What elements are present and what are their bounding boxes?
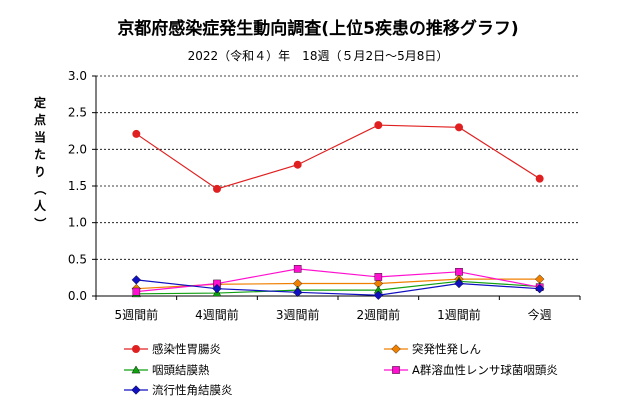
legend-marker	[131, 385, 141, 395]
y-axis-label-char: た	[34, 148, 46, 162]
series-5	[131, 275, 545, 300]
data-point	[293, 265, 302, 273]
legend-marker	[391, 344, 401, 354]
legend-item: 流行性角結膜炎	[124, 383, 233, 397]
series-line	[136, 279, 540, 296]
y-tick-label: 0.5	[68, 252, 87, 266]
x-tick-label: 3週間前	[276, 307, 320, 322]
y-axis-label-char: （	[33, 183, 48, 195]
legend-marker	[131, 344, 140, 353]
series-1	[132, 121, 544, 193]
y-axis-label-char: 定	[34, 95, 46, 110]
series-line	[136, 280, 540, 295]
data-point	[373, 290, 384, 300]
data-point	[455, 268, 463, 276]
x-tick-label: 4週間前	[195, 307, 239, 322]
data-point	[292, 287, 303, 298]
x-tick-label: 5週間前	[115, 307, 159, 322]
axes-layer: 0.0 0.5 1.0 1.5 2.0 2.5 3.0 5週間前 4週間前 3週間前 2週間前 1週間…	[68, 69, 581, 322]
x-tick-label: 1週間前	[437, 307, 481, 322]
y-tick-label: 3.0	[68, 69, 87, 83]
data-point	[131, 275, 142, 285]
legend-label: 咽頭結膜熱	[152, 363, 210, 377]
data-point	[374, 121, 383, 130]
y-axis-label-char: 点	[34, 112, 46, 127]
legend-label: 突発性発しん	[412, 342, 481, 356]
chart-subtitle: 2022（令和４）年 18週（５月2日～5月8日）	[188, 48, 449, 63]
data-point	[132, 287, 141, 296]
data-point	[534, 283, 545, 294]
legend-item: A群溶血性レンサ球菌咽頭炎	[384, 363, 558, 377]
y-axis-label-char: 人	[34, 198, 47, 213]
legend-item: 咽頭結膜熱	[124, 363, 210, 377]
legend-item: 突発性発しん	[384, 342, 481, 356]
x-tick-label: 今週	[528, 307, 552, 322]
y-tick-label: 2.5	[68, 106, 87, 120]
y-axis-label-char: り	[34, 165, 46, 179]
legend-item: 感染性胃腸炎	[124, 342, 221, 356]
legend-label: 感染性胃腸炎	[152, 342, 221, 356]
data-point	[132, 129, 141, 138]
y-axis-label-char: 当	[34, 129, 46, 144]
series-line	[135, 124, 540, 190]
series-line	[136, 268, 540, 293]
grid-layer	[96, 75, 580, 260]
data-point	[454, 123, 463, 132]
legend-marker	[392, 366, 400, 374]
data-point	[293, 160, 302, 169]
data-point	[212, 184, 221, 193]
y-tick-label: 1.0	[68, 216, 87, 230]
chart-title: 京都府感染症発生動向調査(上位5疾患の推移グラフ)	[117, 18, 518, 39]
y-tick-label: 1.5	[68, 179, 87, 193]
series-layer	[131, 121, 545, 300]
data-point	[212, 283, 222, 294]
series-line	[136, 278, 540, 290]
legend-label: 流行性角結膜炎	[152, 383, 233, 397]
legend-label: A群溶血性レンサ球菌咽頭炎	[412, 363, 558, 377]
data-point	[374, 273, 383, 281]
legend-marker	[131, 365, 141, 374]
data-point	[454, 278, 464, 289]
y-tick-label: 0.0	[68, 289, 87, 303]
data-point	[535, 174, 544, 183]
x-tick-label: 2週間前	[357, 307, 401, 322]
y-axis-label-char: ）	[33, 217, 48, 229]
y-tick-label: 2.0	[68, 142, 87, 156]
